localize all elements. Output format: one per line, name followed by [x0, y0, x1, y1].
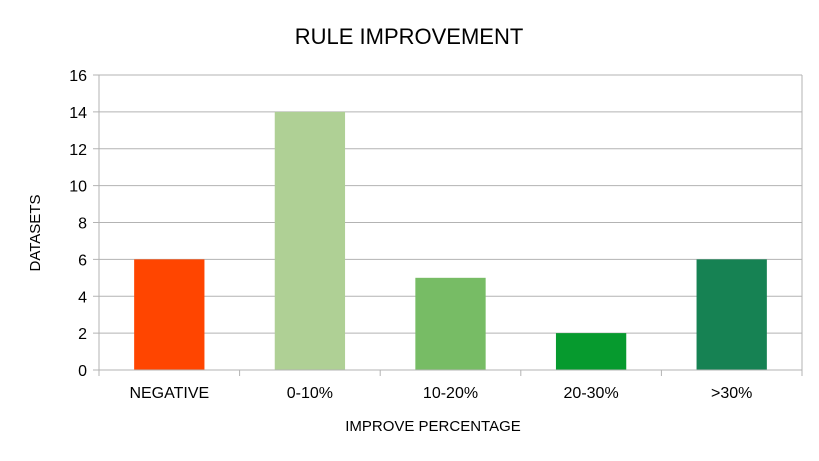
y-tick-label: 4 — [78, 289, 87, 306]
y-tick-label: 12 — [69, 142, 87, 159]
y-tick-label: 8 — [78, 216, 87, 233]
bars — [134, 111, 767, 370]
y-tick-label: 14 — [69, 105, 87, 122]
x-tick-label: 0-10% — [287, 385, 333, 402]
bar — [555, 333, 627, 370]
chart-title: RULE IMPROVEMENT — [295, 24, 524, 49]
x-tick-label: 10-20% — [423, 385, 478, 402]
x-axis-label: IMPROVE PERCENTAGE — [345, 418, 521, 435]
y-tick-label: 2 — [78, 326, 87, 343]
x-tick-label: NEGATIVE — [129, 385, 209, 402]
bar — [274, 111, 346, 370]
bar — [415, 277, 486, 370]
bar — [696, 259, 767, 370]
bar — [134, 259, 205, 370]
y-tick-label: 16 — [69, 68, 87, 85]
y-tick-label: 10 — [69, 179, 87, 196]
x-tick-label: >30% — [711, 385, 752, 402]
y-tick-label: 0 — [78, 363, 87, 380]
x-tick-label: 20-30% — [564, 385, 619, 402]
y-axis-label: DATASETS — [27, 195, 44, 272]
y-tick-label: 6 — [78, 252, 87, 269]
y-tick-labels: 0 2 4 6 8 10 12 14 16 — [69, 68, 87, 380]
x-tick-labels: NEGATIVE 0-10% 10-20% 20-30% >30% — [129, 385, 752, 402]
axes — [98, 75, 803, 376]
